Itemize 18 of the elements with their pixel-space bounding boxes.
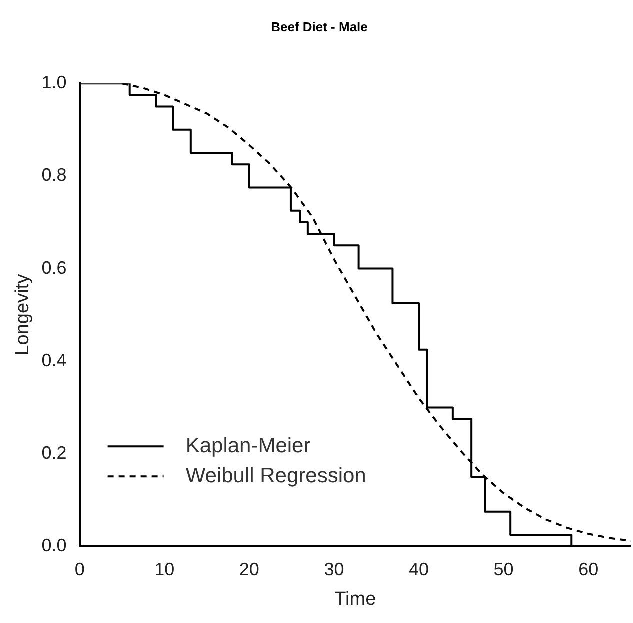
x-tick-label: 10 [154, 559, 175, 580]
y-tick-label: 0.8 [42, 165, 67, 186]
y-tick-label: 0.4 [42, 350, 67, 370]
x-tick-label: 20 [239, 559, 260, 580]
x-tick-label: 40 [408, 559, 430, 580]
legend-label: Kaplan-Meier [186, 434, 311, 458]
x-tick-label: 30 [324, 559, 344, 580]
chart-title: Beef Diet - Male [271, 19, 368, 34]
x-tick-label: 60 [578, 559, 599, 580]
x-axis-title: Time [334, 588, 376, 610]
legend-label: Weibull Regression [186, 464, 366, 488]
x-tick-label: 50 [494, 559, 514, 580]
y-tick-label: 1.0 [42, 72, 67, 93]
y-axis-title: Longevity [12, 274, 34, 356]
y-tick-label: 0.6 [42, 258, 67, 278]
y-tick-label: 0.0 [42, 536, 67, 556]
x-tick-label: 0 [74, 559, 85, 580]
y-tick-label: 0.2 [42, 442, 67, 463]
